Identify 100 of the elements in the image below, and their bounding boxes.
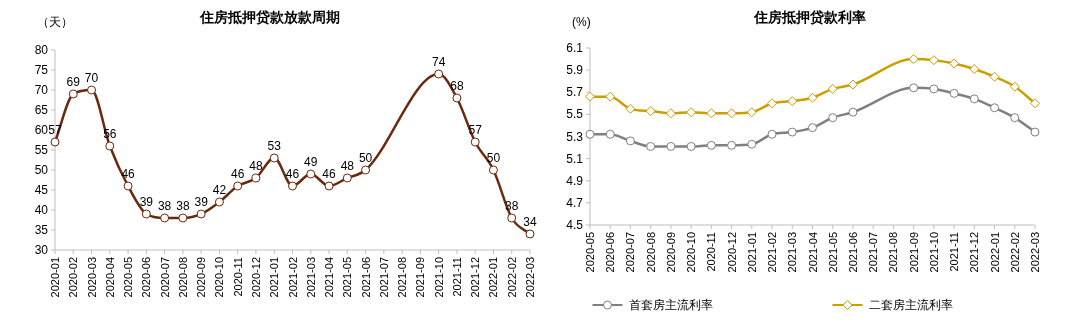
y-tick-label: 55 bbox=[34, 143, 49, 157]
x-tick-label: 2020-06 bbox=[604, 232, 617, 273]
x-tick-label: 2020-05 bbox=[122, 257, 135, 298]
point bbox=[1010, 113, 1020, 123]
y-tick-label: 80 bbox=[34, 43, 49, 57]
y-tick-label: 60 bbox=[34, 123, 49, 137]
data-label: 50 bbox=[486, 151, 501, 165]
x-tick-label: 2022-02 bbox=[1008, 232, 1021, 273]
point bbox=[434, 69, 444, 79]
x-tick-label: 2021-12 bbox=[469, 257, 482, 298]
legend-label: 首套房主流利率 bbox=[628, 298, 713, 312]
x-tick-label: 2020-07 bbox=[158, 257, 171, 298]
y-tick-label: 4.7 bbox=[566, 195, 584, 210]
x-tick-label: 2020-04 bbox=[103, 257, 116, 298]
point bbox=[105, 141, 115, 151]
y-tick-label: 65 bbox=[34, 103, 49, 117]
x-tick-label: 2021-08 bbox=[887, 232, 900, 273]
x-tick-label: 2021-06 bbox=[846, 232, 859, 273]
point bbox=[949, 58, 960, 69]
x-tick-label: 2020-08 bbox=[644, 232, 657, 273]
y-tick-label: 4.5 bbox=[566, 218, 584, 232]
point bbox=[214, 197, 224, 207]
x-tick-label: 2021-02 bbox=[766, 232, 779, 273]
point bbox=[269, 153, 279, 163]
point bbox=[990, 103, 1000, 113]
x-tick-label: 2020-11 bbox=[705, 232, 718, 272]
x-tick-label: 2020-06 bbox=[140, 257, 153, 298]
x-tick-label: 2020-05 bbox=[584, 232, 596, 273]
point bbox=[68, 89, 78, 99]
point bbox=[585, 129, 595, 139]
point bbox=[141, 209, 151, 219]
data-label: 46 bbox=[231, 167, 245, 181]
legend-item: 二套房主流利率 bbox=[831, 298, 953, 312]
point bbox=[746, 107, 757, 118]
x-tick-label: 2021-10 bbox=[927, 232, 940, 273]
point bbox=[787, 96, 798, 107]
point bbox=[848, 107, 858, 117]
point bbox=[908, 54, 919, 65]
data-label: 46 bbox=[285, 167, 300, 181]
x-tick-label: 2021-10 bbox=[432, 257, 445, 298]
point bbox=[747, 139, 757, 149]
x-tick-label: 2020-07 bbox=[624, 232, 637, 273]
data-label: 34 bbox=[523, 215, 537, 229]
point bbox=[909, 83, 919, 93]
y-tick-label: 5.5 bbox=[566, 107, 584, 122]
y-tick-label: 40 bbox=[34, 203, 49, 217]
x-tick-label: 2021-03 bbox=[304, 257, 317, 298]
x-tick-label: 2021-04 bbox=[323, 257, 336, 298]
x-tick-label: 2021-09 bbox=[907, 232, 920, 273]
point bbox=[847, 79, 858, 90]
point bbox=[726, 108, 737, 119]
data-label: 68 bbox=[450, 79, 464, 93]
point bbox=[1009, 81, 1020, 92]
x-tick-label: 2020-08 bbox=[176, 257, 189, 298]
x-tick-label: 2020-03 bbox=[85, 257, 98, 298]
point bbox=[324, 181, 334, 191]
point bbox=[645, 106, 656, 117]
y-tick-label: 5.1 bbox=[566, 151, 584, 166]
x-tick-label: 2020-10 bbox=[685, 232, 698, 273]
point bbox=[727, 140, 737, 150]
data-label: 38 bbox=[157, 199, 172, 213]
point bbox=[196, 209, 206, 219]
point bbox=[767, 98, 778, 109]
x-tick-label: 2021-07 bbox=[377, 257, 390, 298]
data-label: 70 bbox=[84, 71, 99, 85]
point bbox=[969, 64, 980, 75]
point bbox=[665, 108, 676, 119]
x-tick-label: 2021-08 bbox=[396, 257, 409, 298]
data-label: 53 bbox=[267, 139, 282, 153]
y-tick-label: 5.3 bbox=[566, 129, 584, 144]
x-tick-label: 2021-05 bbox=[826, 232, 839, 273]
x-tick-label: 2021-03 bbox=[786, 232, 799, 273]
x-tick-label: 2021-12 bbox=[968, 232, 981, 273]
point bbox=[585, 91, 595, 102]
point bbox=[605, 91, 616, 102]
point bbox=[605, 129, 615, 139]
point bbox=[706, 140, 716, 150]
x-tick-label: 2021-04 bbox=[806, 232, 819, 273]
x-tick-label: 2022-01 bbox=[988, 232, 1001, 273]
y-tick-label: 75 bbox=[34, 63, 49, 77]
x-tick-label: 2020-01 bbox=[49, 257, 61, 298]
chart-title: 住房抵押贷款利率 bbox=[753, 9, 866, 25]
x-tick-label: 2021-11 bbox=[948, 232, 961, 272]
y-tick-label: 70 bbox=[34, 83, 49, 97]
y-tick-label: 50 bbox=[34, 163, 49, 177]
y-tick-label: 35 bbox=[34, 223, 49, 237]
y-tick-label: 5.9 bbox=[566, 63, 584, 78]
data-label: 42 bbox=[212, 183, 227, 197]
point bbox=[306, 169, 316, 179]
y-axis-title: （天） bbox=[37, 15, 73, 29]
x-tick-label: 2021-11 bbox=[450, 257, 463, 297]
x-tick-label: 2021-09 bbox=[414, 257, 427, 298]
point bbox=[686, 107, 697, 118]
point bbox=[787, 127, 797, 137]
x-tick-label: 2020-09 bbox=[195, 257, 208, 298]
point bbox=[686, 141, 696, 151]
point bbox=[87, 85, 97, 95]
point bbox=[251, 173, 261, 183]
point bbox=[1030, 98, 1040, 109]
y-tick-label: 30 bbox=[34, 243, 49, 257]
